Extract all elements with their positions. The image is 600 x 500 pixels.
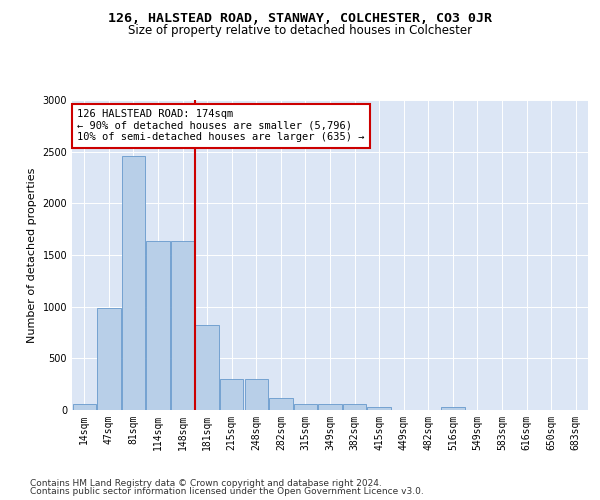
Bar — [441, 407, 464, 410]
Bar — [122, 156, 145, 410]
Text: Contains public sector information licensed under the Open Government Licence v3: Contains public sector information licen… — [30, 487, 424, 496]
Text: Size of property relative to detached houses in Colchester: Size of property relative to detached ho… — [128, 24, 472, 37]
Bar — [97, 308, 121, 410]
Y-axis label: Number of detached properties: Number of detached properties — [27, 168, 37, 342]
Bar — [196, 326, 219, 410]
Bar — [245, 379, 268, 410]
Bar — [319, 404, 341, 410]
Bar — [220, 379, 244, 410]
Bar — [269, 398, 293, 410]
Bar — [294, 404, 317, 410]
Bar — [367, 407, 391, 410]
Text: Contains HM Land Registry data © Crown copyright and database right 2024.: Contains HM Land Registry data © Crown c… — [30, 478, 382, 488]
Bar — [171, 240, 194, 410]
Text: 126 HALSTEAD ROAD: 174sqm
← 90% of detached houses are smaller (5,796)
10% of se: 126 HALSTEAD ROAD: 174sqm ← 90% of detac… — [77, 110, 365, 142]
Bar — [343, 404, 366, 410]
Bar — [73, 404, 96, 410]
Bar — [146, 240, 170, 410]
Text: 126, HALSTEAD ROAD, STANWAY, COLCHESTER, CO3 0JR: 126, HALSTEAD ROAD, STANWAY, COLCHESTER,… — [108, 12, 492, 26]
